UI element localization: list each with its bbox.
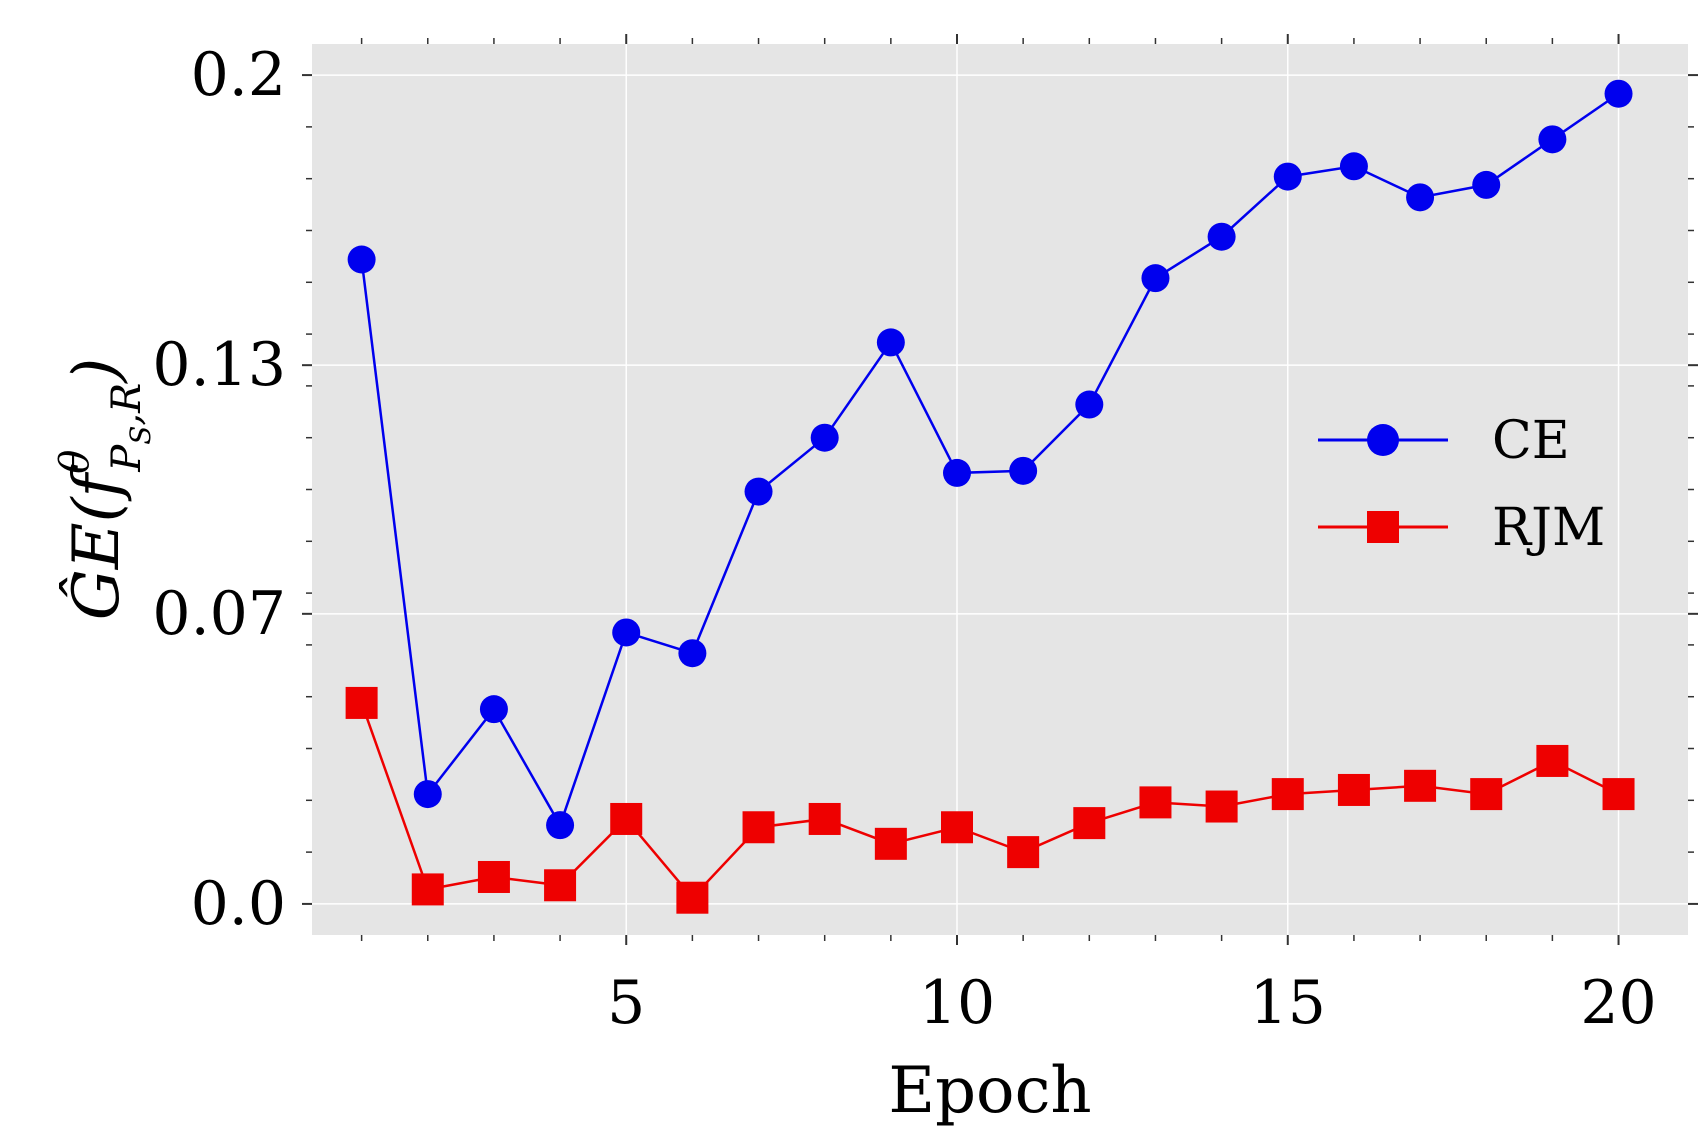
point-ce <box>810 423 839 452</box>
point-ce <box>1273 162 1302 191</box>
x-tick-label: 15 <box>1250 968 1326 1038</box>
legend-rjm-marker <box>1367 511 1399 543</box>
series-ce <box>347 79 1633 840</box>
point-ce <box>1604 79 1633 108</box>
point-ce <box>612 618 641 647</box>
point-rjm <box>1536 744 1569 777</box>
point-rjm <box>742 811 775 844</box>
point-ce <box>943 458 971 487</box>
point-ce <box>1075 390 1104 419</box>
y-label-close: ) <box>60 358 134 385</box>
point-ce <box>1207 222 1236 251</box>
y-axis-label: ĜE(fθ PS,R) <box>52 358 157 621</box>
y-label-subscript-tail: ,R <box>104 383 150 426</box>
point-rjm <box>477 860 510 893</box>
point-rjm <box>941 811 973 844</box>
y-tick-label: 0.13 <box>152 330 286 400</box>
point-rjm <box>411 873 444 906</box>
point-rjm <box>544 869 577 902</box>
point-ce <box>413 780 442 809</box>
series-layer <box>345 79 1635 914</box>
point-rjm <box>1007 836 1040 869</box>
point-rjm <box>1139 786 1172 819</box>
point-rjm <box>1271 778 1304 811</box>
grid <box>312 44 1688 935</box>
point-rjm <box>1073 807 1106 840</box>
point-ce <box>1009 456 1038 485</box>
x-axis-label: Epoch <box>888 1054 1091 1128</box>
legend: CE RJM <box>1318 411 1605 558</box>
y-label-main: ĜE(f <box>58 463 134 620</box>
point-ce <box>1339 152 1368 181</box>
point-ce <box>1472 170 1501 199</box>
y-tick-labels: 0.0 0.07 0.13 0.2 <box>152 40 286 939</box>
point-ce <box>678 639 707 668</box>
point-rjm <box>676 881 709 914</box>
y-tick-label: 0.07 <box>152 579 286 649</box>
point-rjm <box>874 827 907 860</box>
point-ce <box>546 811 575 840</box>
legend-rjm-label: RJM <box>1492 498 1605 558</box>
point-ce <box>1141 264 1170 293</box>
point-rjm <box>1470 778 1503 811</box>
axis-ticks <box>302 34 1698 945</box>
point-rjm <box>345 686 378 719</box>
y-label-subscript: P <box>104 444 150 473</box>
point-ce <box>876 328 905 357</box>
x-tick-label: 20 <box>1580 968 1656 1038</box>
x-tick-labels: 5 10 15 20 <box>607 968 1657 1038</box>
point-ce <box>744 477 773 506</box>
plot-background <box>312 44 1688 935</box>
legend-ce-label: CE <box>1492 411 1570 471</box>
point-ce <box>479 695 508 724</box>
point-rjm <box>1602 778 1635 811</box>
y-tick-label: 0.0 <box>191 869 286 939</box>
point-rjm <box>1404 769 1437 802</box>
point-ce <box>1406 183 1435 212</box>
x-tick-label: 5 <box>607 968 645 1038</box>
point-rjm <box>808 802 841 835</box>
point-rjm <box>1205 790 1238 823</box>
y-label-superscript: θ <box>52 450 98 474</box>
y-label-subsubscript: S <box>124 426 157 445</box>
legend-ce-marker <box>1367 424 1399 456</box>
point-ce <box>1538 125 1567 154</box>
point-ce <box>347 245 376 274</box>
point-rjm <box>610 802 643 835</box>
x-tick-label: 10 <box>919 968 995 1038</box>
series-rjm <box>345 686 1635 914</box>
y-tick-label: 0.2 <box>191 40 286 110</box>
point-rjm <box>1337 773 1370 806</box>
